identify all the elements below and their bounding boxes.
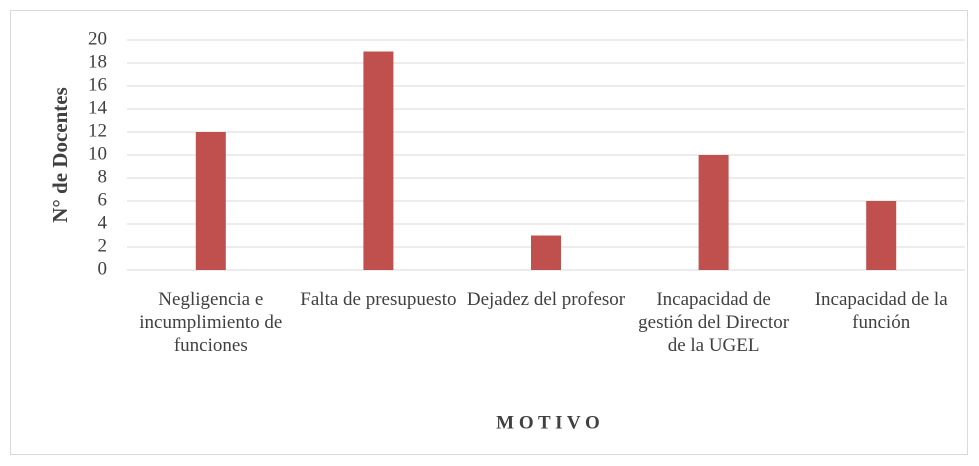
y-tick-label: 16 (88, 74, 107, 95)
bar (866, 201, 897, 270)
chart-frame (10, 10, 968, 455)
y-tick-label: 6 (98, 189, 108, 210)
y-tick-label: 14 (88, 97, 108, 118)
y-axis-title: N° de Docentes (48, 87, 72, 223)
bar (195, 132, 226, 270)
bar (363, 51, 394, 270)
y-tick-label: 10 (88, 143, 107, 164)
bar (531, 235, 561, 270)
y-tick-label: 8 (98, 166, 108, 187)
bar (698, 155, 729, 270)
y-tick-label: 0 (98, 258, 108, 279)
y-tick-label: 4 (98, 212, 108, 233)
x-tick-label: Falta de presupuesto (300, 289, 457, 310)
y-tick-label: 2 (98, 235, 108, 256)
y-tick-label: 18 (88, 51, 107, 72)
x-tick-label: Dejadez del profesor (466, 289, 626, 310)
x-tick-label: Incapacidad de la función (814, 289, 948, 333)
y-tick-label: 12 (88, 120, 107, 141)
x-tick-label: Negligencia e incumplimiento de funcione… (139, 289, 283, 356)
x-axis-title: M O T I V O (496, 412, 600, 433)
y-tick-label: 20 (88, 28, 107, 49)
x-tick-label: Incapacidad de gestión del Director de l… (638, 289, 790, 356)
